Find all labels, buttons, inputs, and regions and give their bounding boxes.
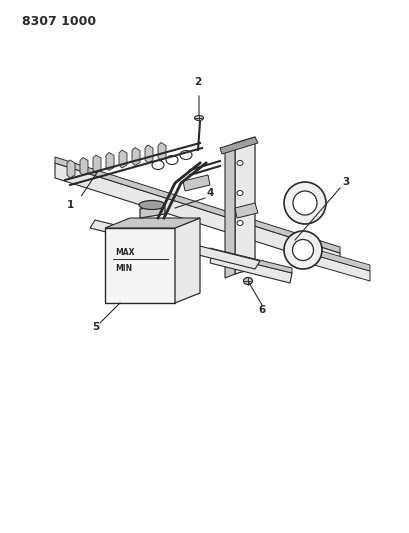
- Polygon shape: [55, 157, 339, 253]
- Polygon shape: [119, 150, 127, 168]
- Polygon shape: [55, 163, 339, 268]
- Text: MIN: MIN: [115, 264, 132, 273]
- Text: 6: 6: [257, 305, 265, 315]
- Polygon shape: [175, 218, 200, 303]
- Polygon shape: [182, 175, 209, 191]
- Polygon shape: [209, 248, 291, 273]
- Ellipse shape: [152, 160, 164, 169]
- Text: 1: 1: [67, 200, 74, 210]
- Polygon shape: [220, 137, 257, 154]
- Ellipse shape: [283, 231, 321, 269]
- Polygon shape: [90, 220, 259, 269]
- Polygon shape: [289, 248, 369, 281]
- Ellipse shape: [236, 190, 243, 196]
- Polygon shape: [225, 143, 234, 278]
- Text: 5: 5: [92, 322, 99, 332]
- Text: 3: 3: [341, 177, 348, 187]
- Ellipse shape: [180, 150, 191, 159]
- Polygon shape: [139, 205, 164, 218]
- Polygon shape: [105, 228, 175, 303]
- Polygon shape: [289, 242, 369, 271]
- Polygon shape: [132, 148, 139, 166]
- Text: MAX: MAX: [115, 248, 134, 257]
- Text: 8307 1000: 8307 1000: [22, 15, 96, 28]
- Text: 2: 2: [193, 77, 201, 87]
- Polygon shape: [234, 203, 257, 218]
- Polygon shape: [93, 155, 101, 173]
- Polygon shape: [145, 145, 153, 163]
- Polygon shape: [105, 218, 200, 228]
- Ellipse shape: [139, 200, 164, 209]
- Polygon shape: [157, 142, 166, 160]
- Ellipse shape: [243, 278, 252, 285]
- Polygon shape: [234, 137, 254, 274]
- Ellipse shape: [166, 156, 178, 165]
- Polygon shape: [67, 160, 75, 178]
- Ellipse shape: [236, 221, 243, 225]
- Polygon shape: [106, 152, 114, 171]
- Ellipse shape: [283, 182, 325, 224]
- Ellipse shape: [292, 191, 316, 215]
- Ellipse shape: [194, 116, 203, 120]
- Polygon shape: [80, 157, 88, 175]
- Ellipse shape: [292, 239, 313, 261]
- Ellipse shape: [236, 160, 243, 166]
- Text: 4: 4: [207, 188, 214, 198]
- Polygon shape: [209, 253, 291, 283]
